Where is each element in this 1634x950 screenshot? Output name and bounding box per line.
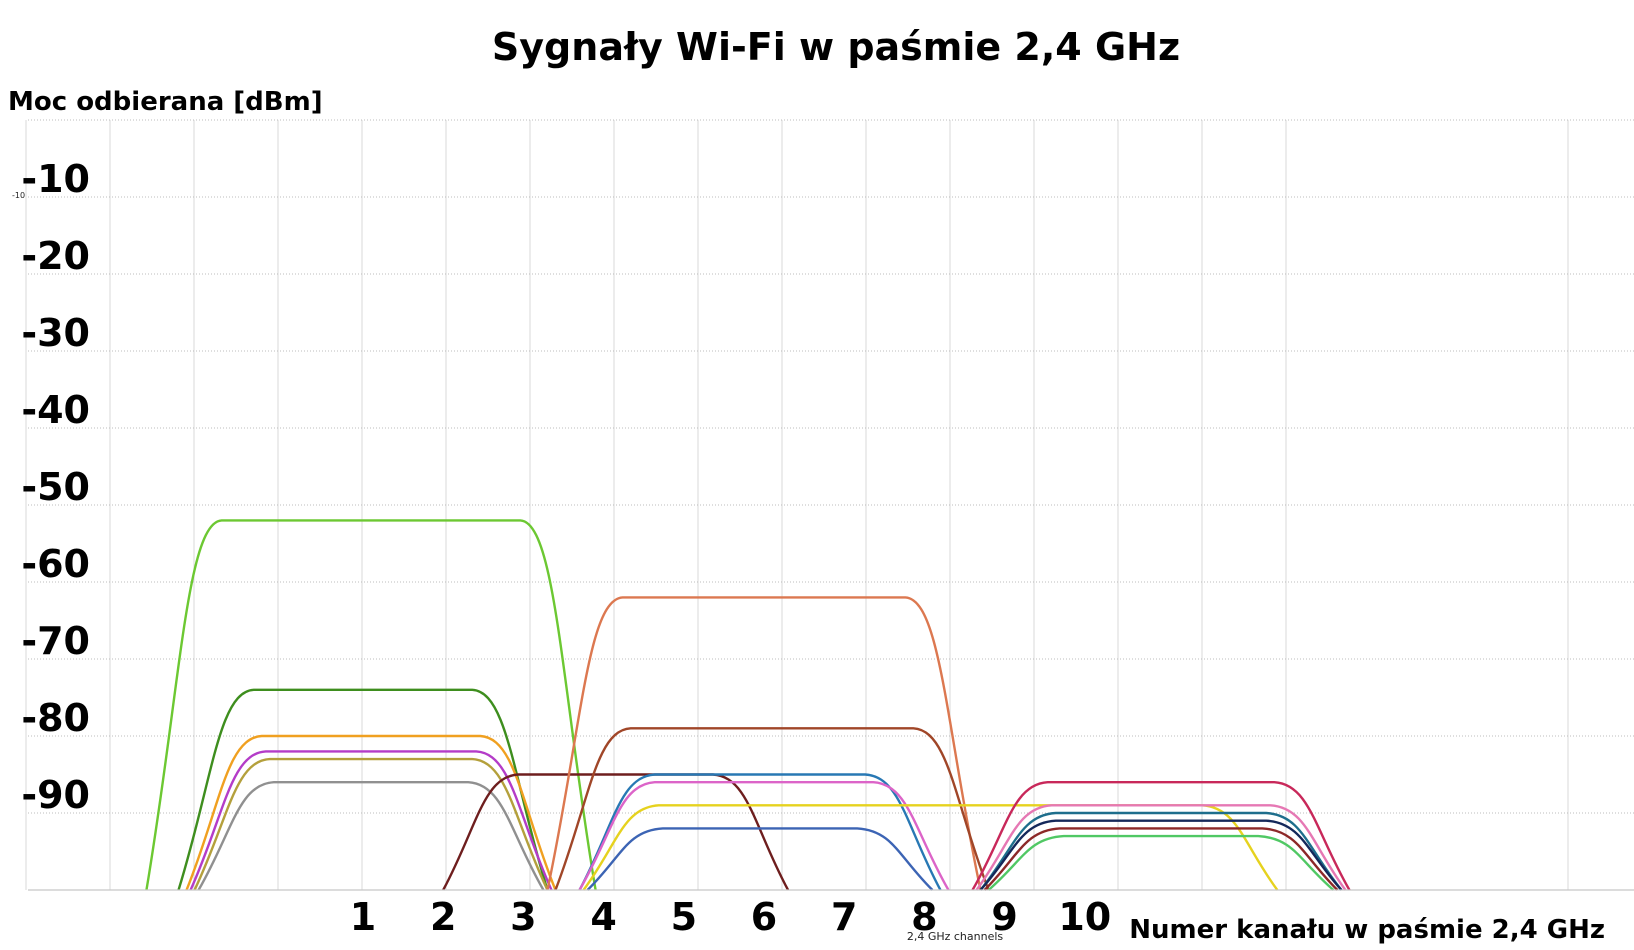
signal-curve: [189, 750, 553, 891]
x-axis-label: Numer kanału w paśmie 2,4 GHz: [1129, 915, 1605, 945]
signal-curve: [983, 827, 1339, 891]
y-tick-label: -50: [21, 465, 90, 509]
signal-curve: [578, 781, 950, 891]
series-layer: [145, 519, 1351, 891]
signal-curve: [979, 819, 1343, 891]
signal-curve: [987, 834, 1335, 891]
signal-curve: [971, 781, 1351, 891]
signal-curve: [145, 519, 597, 891]
y-tick-labels: -10 -20 -30 -40 -50 -60 -70 -80 -90: [21, 157, 90, 817]
signal-curve: [185, 734, 557, 891]
x-tick-label: 4: [590, 895, 616, 939]
signal-curve: [554, 727, 990, 891]
y-tick-label: -90: [21, 773, 90, 817]
x-tick-label: 1: [350, 895, 376, 939]
signal-curve: [197, 781, 545, 891]
y-tick-label: -70: [21, 619, 90, 663]
x-tick-label: 9: [991, 895, 1017, 939]
x-tick-labels: 1 2 3 4 5 6 7 8 9 10: [350, 895, 1111, 939]
x-tick-label: 8: [911, 895, 937, 939]
x-axis-sublabel: 2,4 GHz channels: [907, 930, 1004, 943]
chart-title: Sygnały Wi-Fi w paśmie 2,4 GHz: [492, 25, 1180, 69]
small-tick-label: -10: [12, 191, 25, 200]
y-tick-label: -60: [21, 542, 90, 586]
x-tick-label: 5: [671, 895, 697, 939]
signal-curve: [546, 596, 982, 891]
signal-curve: [193, 757, 549, 891]
signal-curve: [578, 773, 942, 891]
y-tick-label: -30: [21, 311, 90, 355]
signal-curve: [979, 811, 1343, 891]
signal-curve: [582, 804, 1279, 891]
y-tick-label: -80: [21, 696, 90, 740]
y-tick-label: -20: [21, 234, 90, 278]
signal-curve: [586, 827, 934, 891]
signal-curve: [442, 773, 790, 891]
x-tick-label: 3: [510, 895, 536, 939]
y-tick-label: -10: [21, 157, 90, 201]
y-axis-label: Moc odbierana [dBm]: [8, 87, 323, 117]
x-tick-label: 7: [831, 895, 857, 939]
y-tick-label: -40: [21, 388, 90, 432]
signal-curve: [975, 804, 1347, 891]
x-tick-label: 6: [751, 895, 777, 939]
x-tick-label: 2: [430, 895, 456, 939]
x-tick-label: 10: [1058, 895, 1111, 939]
